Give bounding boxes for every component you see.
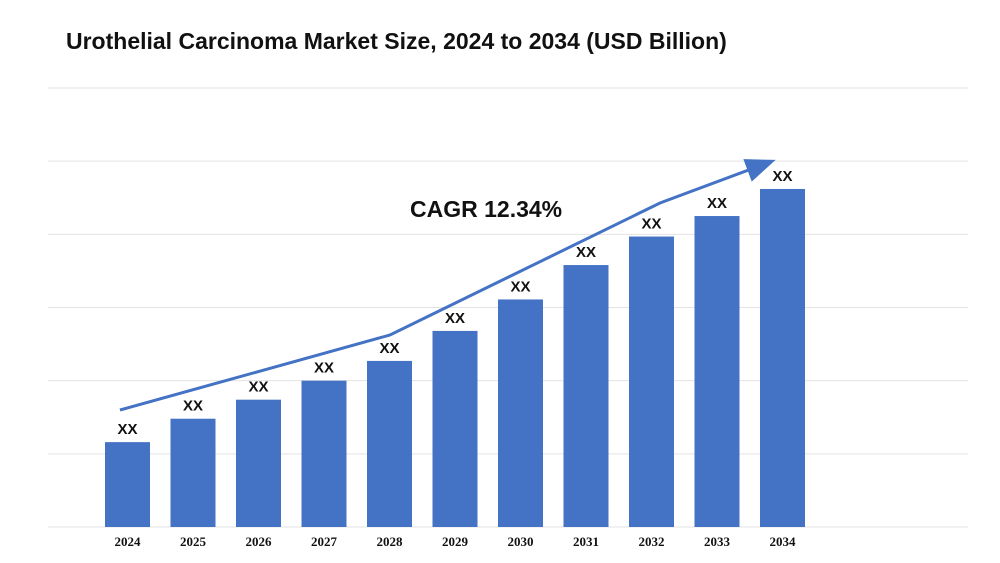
x-tick-label: 2025 [180,534,207,549]
data-label: XX [445,310,465,327]
bar-2034 [760,188,805,527]
cagr-trend-arrow [119,159,776,412]
data-label: XX [379,340,399,357]
x-tick-label: 2030 [508,534,534,549]
x-tick-label: 2027 [311,534,338,549]
x-tick-label: 2032 [639,534,665,549]
data-label: XX [510,278,530,295]
bar-2032 [629,236,674,528]
data-label: XX [248,379,268,396]
data-label: XX [576,244,596,261]
x-tick-label: 2033 [704,534,731,549]
x-tick-label: 2031 [573,534,599,549]
data-label: XX [314,360,334,377]
x-tick-label: 2026 [246,534,273,549]
data-label: XX [641,216,661,233]
data-label: XX [183,398,203,415]
bar-2024 [105,442,150,527]
bar-2031 [563,265,609,527]
x-tick-label: 2028 [377,534,404,549]
data-label: XX [117,421,137,438]
data-label: XX [772,168,792,185]
bar-2028 [367,360,412,527]
bar-2029 [432,330,478,527]
cagr-annotation: CAGR 12.34% [410,196,562,222]
x-tick-label: 2024 [115,534,142,549]
bar-2027 [301,380,347,527]
bar-2033 [694,216,740,527]
bar-2026 [236,399,281,527]
bar-2025 [170,418,216,527]
bar-2030 [498,299,543,527]
x-tick-label: 2034 [770,534,797,549]
chart-title: Urothelial Carcinoma Market Size, 2024 t… [66,28,727,54]
data-label: XX [707,195,727,212]
x-tick-label: 2029 [442,534,469,549]
